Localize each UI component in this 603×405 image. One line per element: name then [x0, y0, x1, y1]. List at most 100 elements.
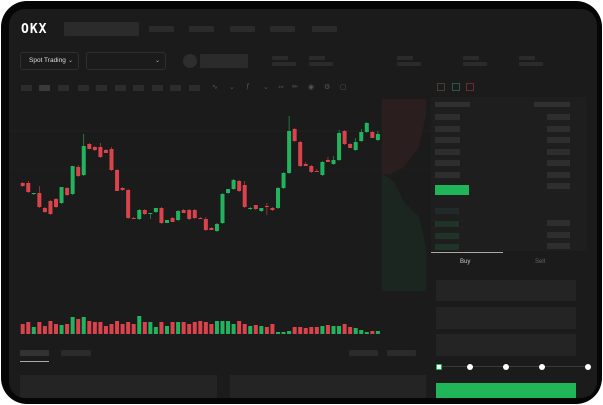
volume-bar	[203, 322, 208, 334]
candle-body	[264, 206, 269, 207]
indicator-icon[interactable]: ƒ	[246, 83, 250, 90]
buy-button[interactable]	[436, 383, 576, 398]
chevron-down-icon[interactable]: ⌄	[263, 84, 269, 91]
slider-stop[interactable]	[503, 364, 509, 370]
candlestick-chart[interactable]	[9, 97, 431, 337]
chart-type-icon[interactable]: ∿	[212, 84, 218, 91]
volume-bar	[126, 322, 131, 334]
candle-body	[131, 218, 136, 219]
volume-bar	[181, 322, 186, 334]
interval-button-active[interactable]	[39, 85, 50, 91]
candle-body	[20, 183, 25, 186]
interval-button[interactable]	[78, 85, 89, 91]
orderbook-header-price	[435, 102, 470, 107]
candle-body	[214, 224, 219, 231]
orderbook-asks-icon[interactable]	[466, 83, 474, 91]
camera-icon[interactable]: ◉	[308, 84, 315, 91]
ask-amount	[547, 114, 570, 120]
bottom-action[interactable]	[387, 350, 416, 356]
settings-icon[interactable]: ⚙	[324, 84, 331, 91]
volume-bar	[26, 322, 31, 334]
volume-bar	[170, 322, 175, 334]
candle-body	[42, 208, 47, 212]
slider-handle[interactable]	[436, 364, 442, 370]
amount-slider-track[interactable]	[439, 366, 589, 367]
candle-body	[325, 160, 330, 162]
bid-price	[435, 244, 459, 250]
stat-value	[397, 62, 421, 66]
candle-body	[353, 142, 358, 150]
stat-label	[519, 56, 535, 60]
volume-bar	[165, 326, 169, 334]
volume-bar	[54, 324, 58, 334]
price-input[interactable]	[436, 280, 576, 301]
interval-button[interactable]	[58, 85, 69, 91]
nav-item[interactable]	[149, 26, 174, 32]
draw-icon[interactable]: ✏	[292, 84, 298, 91]
header-placeholder	[64, 22, 139, 36]
interval-button[interactable]	[21, 85, 32, 91]
pair-dropdown[interactable]: ⌄	[86, 52, 166, 70]
interval-button[interactable]	[170, 85, 181, 91]
fullscreen-icon[interactable]: ▢	[340, 84, 347, 91]
candle-body	[359, 132, 364, 141]
tab-buy[interactable]: Buy	[460, 259, 471, 265]
interval-button[interactable]	[115, 85, 126, 91]
volume-bar	[248, 326, 253, 334]
tab-sell[interactable]: Sell	[535, 259, 546, 265]
volume-bar	[298, 327, 303, 334]
ask-price	[435, 160, 460, 166]
candle-body	[170, 218, 175, 222]
assets-panel	[230, 375, 426, 398]
candle-body	[375, 134, 380, 140]
volume-bar	[76, 319, 81, 334]
slider-stop[interactable]	[539, 364, 545, 370]
interval-button[interactable]	[189, 85, 200, 91]
depth-bids-area	[382, 173, 426, 291]
candle-body	[276, 188, 280, 208]
candle-body	[159, 208, 164, 223]
volume-bar	[48, 321, 53, 334]
amount-input[interactable]	[436, 307, 576, 329]
candle-body	[259, 208, 264, 211]
tab-order-history[interactable]	[61, 350, 91, 356]
volume-bar	[276, 332, 280, 334]
total-input[interactable]	[436, 334, 576, 356]
interval-button[interactable]	[96, 85, 107, 91]
tab-open-orders[interactable]	[20, 350, 49, 356]
interval-button[interactable]	[133, 85, 144, 91]
candle-body	[303, 164, 308, 166]
volume-bar	[103, 326, 108, 334]
candle-body	[37, 193, 42, 207]
slider-stop[interactable]	[585, 364, 591, 370]
line-tool-icon[interactable]: ∾	[278, 84, 284, 91]
orderbook-bids-icon[interactable]	[452, 83, 460, 91]
chevron-down-icon: ⌄	[154, 58, 160, 64]
stat-value	[309, 62, 333, 66]
chevron-down-icon[interactable]: ⌄	[229, 84, 235, 91]
volume-bar	[325, 325, 330, 334]
volume-bar	[364, 332, 369, 334]
nav-item[interactable]	[312, 26, 337, 32]
price-placeholder	[200, 54, 248, 68]
nav-item[interactable]	[230, 26, 255, 32]
orderbook-both-icon[interactable]	[437, 83, 445, 91]
nav-item[interactable]	[270, 26, 295, 32]
candle-body	[76, 167, 81, 176]
nav-item[interactable]	[189, 26, 214, 32]
stat-value	[272, 62, 296, 66]
candle-body	[298, 142, 303, 166]
bid-price	[435, 208, 459, 214]
candle-body	[187, 210, 192, 219]
last-price-badge	[435, 185, 469, 195]
volume-bar	[81, 317, 86, 334]
volume-bar	[209, 324, 214, 334]
candle-body	[220, 194, 225, 223]
okx-logo[interactable]: OKX	[21, 22, 48, 37]
volume-bar	[331, 326, 336, 334]
interval-button[interactable]	[152, 85, 163, 91]
buy-tab-underline	[431, 252, 503, 253]
bottom-action[interactable]	[349, 350, 378, 356]
market-dropdown[interactable]: Spot Trading ⌄	[20, 52, 79, 70]
slider-stop[interactable]	[467, 364, 473, 370]
